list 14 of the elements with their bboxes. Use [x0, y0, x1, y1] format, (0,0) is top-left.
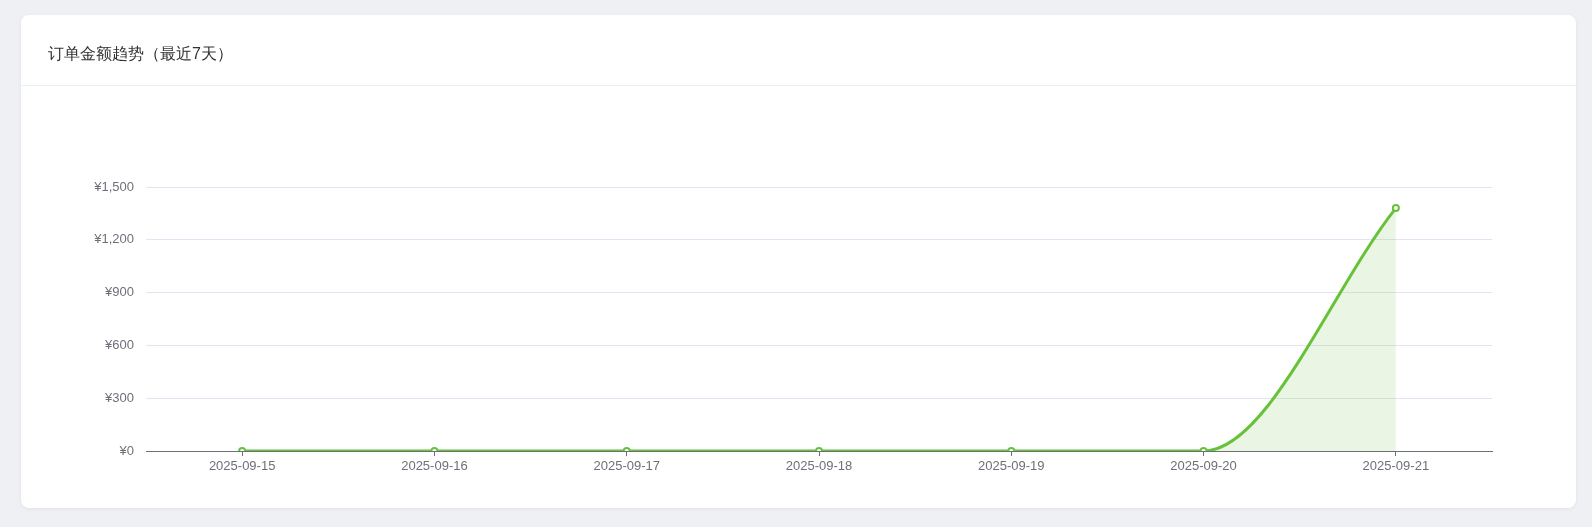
chart-title: 订单金额趋势（最近7天） [48, 44, 233, 64]
y-tick-label: ¥600 [104, 336, 134, 352]
x-tick-label: 2025-09-19 [978, 458, 1045, 474]
x-tick-label: 2025-09-18 [785, 458, 853, 474]
x-tick-label: 2025-09-17 [593, 458, 660, 474]
y-tick-label: ¥900 [104, 284, 134, 300]
x-tick-label: 2025-09-20 [1170, 458, 1237, 474]
x-tick-label: 2025-09-15 [208, 458, 276, 474]
y-tick-label: ¥1,500 [93, 178, 134, 194]
y-tick-label: ¥300 [104, 389, 134, 405]
y-tick-label: ¥1,200 [93, 231, 134, 247]
x-tick-label: 2025-09-16 [401, 458, 468, 474]
x-tick-label: 2025-09-21 [1362, 458, 1430, 474]
y-tick-label: ¥0 [118, 442, 134, 458]
